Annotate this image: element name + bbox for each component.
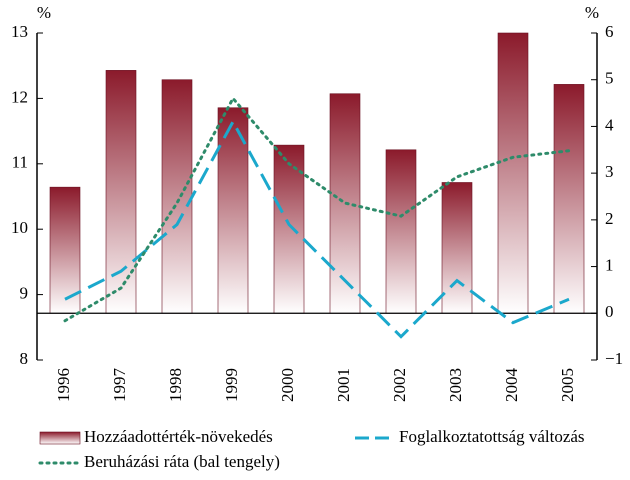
x-tick-label: 1998 — [166, 368, 185, 402]
y-unit: % — [37, 3, 51, 22]
y2-tick-label: 0 — [605, 302, 614, 321]
y2-tick-label: 5 — [605, 69, 614, 88]
y2-tick-label: −1 — [605, 349, 623, 368]
y-tick-label: 13 — [11, 22, 28, 41]
x-tick-label: 1999 — [222, 368, 241, 402]
legend-label: Foglalkoztatottság változás — [399, 427, 585, 446]
bar — [553, 84, 585, 314]
x-tick-label: 2004 — [502, 368, 521, 403]
line-series — [63, 95, 571, 323]
bar — [105, 70, 137, 314]
y-tick-label: 8 — [20, 349, 29, 368]
bar — [497, 32, 529, 314]
x-tick-label: 2003 — [446, 368, 465, 402]
y-tick-label: 10 — [11, 218, 28, 237]
x-tick-label: 1997 — [110, 368, 129, 403]
y2-tick-label: 6 — [605, 22, 614, 41]
y2-tick-label: 3 — [605, 162, 614, 181]
legend-label: Hozzáadottérték-növekedés — [84, 427, 273, 446]
bar — [49, 186, 81, 314]
x-tick-label: 1996 — [54, 368, 73, 402]
x-tick-label: 2000 — [278, 368, 297, 402]
y2-unit: % — [585, 3, 599, 22]
x-tick-label: 2002 — [390, 368, 409, 402]
bar — [161, 79, 193, 314]
y2-tick-label: 1 — [605, 255, 614, 274]
y2-tick-label: 4 — [605, 115, 614, 134]
line-series — [64, 118, 570, 339]
y-tick-label: 9 — [20, 284, 29, 303]
bar — [385, 149, 417, 314]
x-tick-label: 2005 — [558, 368, 577, 402]
y-tick-label: 11 — [12, 153, 28, 172]
x-tick-label: 2001 — [334, 368, 353, 402]
bar — [441, 182, 473, 314]
legend-label: Beruházási ráta (bal tengely) — [84, 452, 280, 471]
legend-swatch — [39, 431, 81, 445]
y2-tick-label: 2 — [605, 209, 614, 228]
y-tick-label: 12 — [11, 87, 28, 106]
bar — [273, 144, 305, 314]
